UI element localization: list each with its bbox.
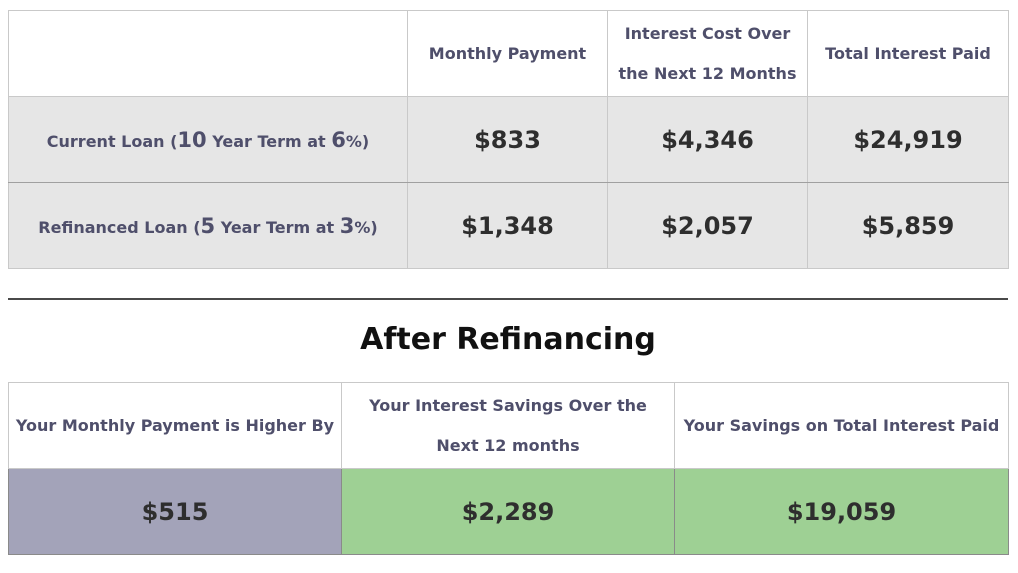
header-payment-higher: Your Monthly Payment is Higher By <box>8 382 342 469</box>
interest-savings-value: $2,289 <box>341 468 675 555</box>
section-divider <box>8 298 1008 300</box>
table-row-current-loan: Current Loan (10 Year Term at 6%) $833 $… <box>8 96 1009 183</box>
loan-comparison-table: Monthly Payment Interest Cost Over the N… <box>8 10 1009 269</box>
table-header-row: Monthly Payment Interest Cost Over the N… <box>8 10 1009 97</box>
header-total-savings: Your Savings on Total Interest Paid <box>674 382 1009 469</box>
refinanced-interest-12-months: $2,057 <box>607 182 808 269</box>
after-refinancing-table: Your Monthly Payment is Higher By Your I… <box>8 382 1009 555</box>
refinanced-loan-label: Refinanced Loan (5 Year Term at 3%) <box>8 182 408 269</box>
after-values-row: $515 $2,289 $19,059 <box>8 468 1009 555</box>
refinanced-total-interest: $5,859 <box>807 182 1009 269</box>
table-row-refinanced-loan: Refinanced Loan (5 Year Term at 3%) $1,3… <box>8 182 1009 269</box>
header-monthly-payment: Monthly Payment <box>407 10 608 97</box>
after-header-row: Your Monthly Payment is Higher By Your I… <box>8 382 1009 469</box>
refinanced-monthly-payment: $1,348 <box>407 182 608 269</box>
current-total-interest: $24,919 <box>807 96 1009 183</box>
page-content: Monthly Payment Interest Cost Over the N… <box>8 10 1009 555</box>
current-loan-label: Current Loan (10 Year Term at 6%) <box>8 96 408 183</box>
current-interest-12-months: $4,346 <box>607 96 808 183</box>
current-monthly-payment: $833 <box>407 96 608 183</box>
header-interest-12-months: Interest Cost Over the Next 12 Months <box>607 10 808 97</box>
total-savings-value: $19,059 <box>674 468 1009 555</box>
payment-higher-value: $515 <box>8 468 342 555</box>
header-total-interest: Total Interest Paid <box>807 10 1009 97</box>
after-refinancing-title: After Refinancing <box>360 322 656 357</box>
header-interest-savings: Your Interest Savings Over the Next 12 m… <box>341 382 675 469</box>
header-empty <box>8 10 408 97</box>
